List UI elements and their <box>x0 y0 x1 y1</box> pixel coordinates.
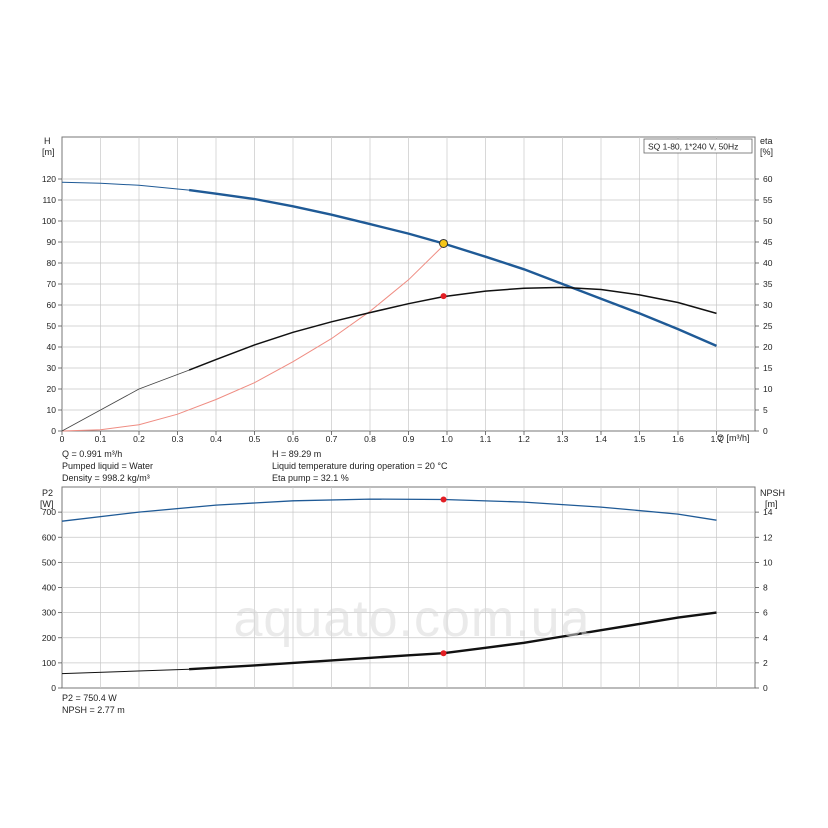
upper-y-tick-label: 60 <box>47 300 57 310</box>
upper-y2-tick-label: 25 <box>763 321 773 331</box>
upper-x-tick-label: 1.3 <box>557 434 569 444</box>
lower-y-tick-label: 700 <box>42 507 56 517</box>
head-curve-thin <box>61 181 190 191</box>
npsh-curve-thin <box>61 668 190 675</box>
info-p2: P2 = 750.4 W <box>62 693 117 703</box>
upper-y2-tick-label: 20 <box>763 342 773 352</box>
lower-y-title: P2 <box>42 488 53 498</box>
lower-operating-point <box>440 650 447 657</box>
upper-y-tick-label: 110 <box>42 195 56 205</box>
upper-x-tick-label: 0.2 <box>133 434 145 444</box>
upper-y2-unit: [%] <box>760 147 773 157</box>
upper-x-tick-label: 1.6 <box>672 434 684 444</box>
upper-x-tick-label: 1.7 <box>711 434 723 444</box>
upper-grid <box>62 137 755 431</box>
lower-y-tick-label: 0 <box>51 683 56 693</box>
upper-x-tick-label: 0.5 <box>249 434 261 444</box>
lower-ticks: 0 100 200 300 400 500 600 700 0 2 4 6 8 10 12 14 <box>42 507 773 693</box>
lower-y2-unit: [m] <box>765 499 778 509</box>
lower-y2-tick-label: 0 <box>763 683 768 693</box>
upper-series <box>61 181 717 432</box>
upper-y-tick-label: 90 <box>47 237 57 247</box>
upper-x-tick-label: 0.3 <box>172 434 184 444</box>
watermark: aquato.com.ua <box>233 590 590 648</box>
lower-operating-point <box>440 496 447 503</box>
eta-curve <box>61 241 448 432</box>
lower-y2-tick-label: 6 <box>763 608 768 618</box>
upper-x-tick-label: 0.8 <box>364 434 376 444</box>
legend-box <box>643 138 753 154</box>
info-npsh: NPSH = 2.77 m <box>62 705 125 715</box>
lower-y-unit: [W] <box>40 499 54 509</box>
upper-x-tick-label: 1.1 <box>480 434 492 444</box>
upper-y2-tick-label: 0 <box>763 426 768 436</box>
lower-y2-tick-label: 10 <box>763 557 773 567</box>
npsh-curve <box>189 611 717 671</box>
p2-curve <box>61 498 717 522</box>
upper-y2-tick-label: 35 <box>763 279 773 289</box>
upper-ticks: 0 10 20 30 40 50 60 70 80 90 100 110 120 0 5 10 15 20 25 30… <box>42 174 773 444</box>
upper-x-tick-label: 0.1 <box>95 434 107 444</box>
upper-y-title: H <box>44 136 51 146</box>
upper-y2-tick-label: 55 <box>763 195 773 205</box>
upper-y-tick-label: 100 <box>42 216 56 226</box>
lower-y-tick-label: 100 <box>42 658 56 668</box>
upper-x-tick-label: 0.4 <box>210 434 222 444</box>
upper-y2-tick-label: 10 <box>763 384 773 394</box>
lower-y-tick-label: 200 <box>42 633 56 643</box>
upper-y2-title: eta <box>760 136 773 146</box>
upper-y-tick-label: 80 <box>47 258 57 268</box>
upper-x-tick-label: 0 <box>60 434 65 444</box>
lower-grid <box>62 487 755 688</box>
lower-y2-tick-label: 12 <box>763 532 773 542</box>
info-liquid: Pumped liquid = Water <box>62 461 153 471</box>
info-h: H = 89.29 m <box>272 449 322 459</box>
upper-y-tick-label: 20 <box>47 384 57 394</box>
upper-x-tick-label: 1.2 <box>518 434 530 444</box>
upper-x-tick-label: 1.4 <box>595 434 607 444</box>
lower-y-tick-label: 300 <box>42 608 56 618</box>
lower-y2-tick-label: 4 <box>763 633 768 643</box>
lower-y-tick-label: 600 <box>42 532 56 542</box>
upper-y2-tick-label: 5 <box>763 405 768 415</box>
upper-y-tick-label: 50 <box>47 321 57 331</box>
upper-y2-tick-label: 15 <box>763 363 773 373</box>
upper-x-tick-label: 0.9 <box>403 434 415 444</box>
upper-y-tick-label: 70 <box>47 279 57 289</box>
upper-y2-tick-label: 40 <box>763 258 773 268</box>
lower-series <box>61 496 717 675</box>
upper-x-title: Q [m³/h] <box>717 433 750 443</box>
head-operating-point <box>439 238 449 248</box>
upper-y-tick-label: 30 <box>47 363 57 373</box>
lower-y2-tick-label: 14 <box>763 507 773 517</box>
upper-x-tick-label: 1.0 <box>441 434 453 444</box>
upper-operating-point <box>440 293 447 300</box>
curve3-thin <box>61 369 190 432</box>
lower-y-tick-label: 400 <box>42 583 56 593</box>
info-eta: Eta pump = 32.1 % <box>272 473 349 483</box>
info-q: Q = 0.991 m³/h <box>62 449 123 459</box>
upper-x-tick-label: 0.7 <box>326 434 338 444</box>
info-density: Density = 998.2 kg/m³ <box>62 473 150 483</box>
upper-y-tick-label: 0 <box>51 426 56 436</box>
upper-y2-tick-label: 30 <box>763 300 773 310</box>
upper-y-tick-label: 40 <box>47 342 57 352</box>
upper-y2-tick-label: 45 <box>763 237 773 247</box>
lower-y2-title: NPSH <box>760 488 785 498</box>
lower-y2-tick-label: 2 <box>763 658 768 668</box>
upper-y2-tick-label: 50 <box>763 216 773 226</box>
upper-x-tick-label: 1.5 <box>634 434 646 444</box>
lower-y-tick-label: 500 <box>42 557 56 567</box>
upper-x-tick-label: 0.6 <box>287 434 299 444</box>
upper-y-tick-label: 120 <box>42 174 56 184</box>
upper-y-unit: [m] <box>42 147 55 157</box>
legend-text: SQ 1-80, 1*240 V, 50Hz <box>648 142 738 152</box>
lower-y2-tick-label: 8 <box>763 583 768 593</box>
info-temperature: Liquid temperature during operation = 20… <box>272 461 448 471</box>
upper-y2-tick-label: 60 <box>763 174 773 184</box>
upper-y-tick-label: 10 <box>47 405 57 415</box>
